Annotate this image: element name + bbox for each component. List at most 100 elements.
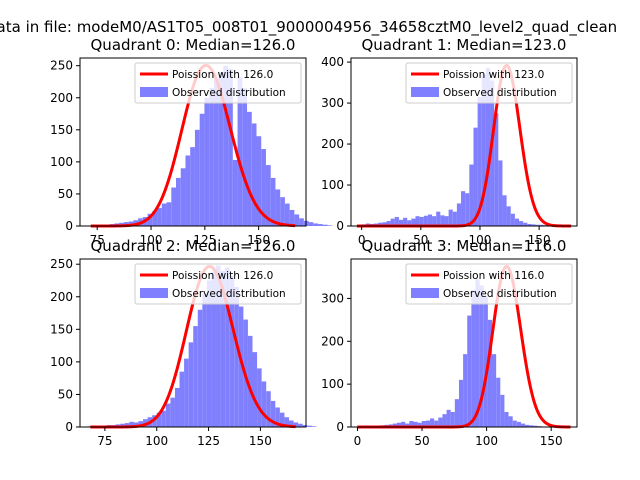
histogram-bar — [413, 421, 418, 427]
legend-hist-swatch — [411, 87, 439, 97]
axes-frame — [350, 57, 578, 227]
histogram-bar — [529, 425, 534, 427]
legend-hist-label: Observed distribution — [443, 87, 557, 99]
y-tick-label: 200 — [321, 137, 344, 151]
legend-hist-swatch — [411, 288, 439, 298]
histogram-bar — [531, 224, 536, 226]
histogram-bar — [506, 206, 511, 226]
histogram-bar — [411, 218, 416, 226]
histogram-bar — [510, 213, 515, 226]
histogram-bar — [313, 223, 319, 226]
histogram-bar — [170, 397, 175, 427]
y-tick-label: 100 — [321, 178, 344, 192]
histogram-bar — [425, 420, 431, 427]
histogram-bar — [415, 216, 420, 226]
histogram-bar — [434, 420, 439, 427]
histogram-bar — [120, 423, 125, 427]
histogram-bar — [311, 426, 317, 427]
quadrant-1-plot: 0 50 100 150 0 100 200 300 400 Quadrant 1: Median… — [321, 36, 578, 247]
histogram-bar — [225, 267, 230, 427]
histogram-bar — [471, 289, 476, 427]
histogram-bar — [247, 111, 252, 226]
legend-box — [405, 62, 573, 104]
histogram-bar — [440, 215, 445, 226]
histogram-bar — [298, 423, 303, 427]
histogram-bar — [211, 272, 217, 427]
histogram-bar — [465, 193, 470, 226]
histogram-bar — [430, 418, 435, 427]
histogram-bar — [156, 412, 162, 427]
histogram-bar — [123, 222, 129, 226]
histogram-bar — [176, 177, 181, 226]
histogram-bar — [261, 149, 266, 226]
histogram-bar — [190, 147, 195, 226]
y-tick-label: 150 — [50, 123, 73, 137]
histogram-bar — [467, 315, 472, 427]
histogram-bar — [438, 417, 443, 427]
x-tick-label: 125 — [193, 233, 216, 247]
x-tick-label: 150 — [528, 233, 551, 247]
histogram-bar — [436, 211, 441, 226]
histogram-bar — [492, 354, 497, 427]
histogram-bar — [223, 65, 229, 226]
x-tick-label: 50 — [414, 434, 429, 448]
x-tick-label: 75 — [90, 233, 105, 247]
histogram-bar — [228, 68, 233, 227]
axes-frame — [79, 258, 307, 428]
histogram-bar — [209, 88, 214, 226]
legend-hist-swatch — [140, 288, 168, 298]
histogram-bar — [494, 113, 499, 226]
legend-fit-label: Poission with 116.0 — [443, 270, 544, 282]
histogram-bar — [256, 136, 262, 226]
y-tick-label: 400 — [321, 55, 344, 69]
y-tick-label: 50 — [58, 387, 73, 401]
histogram-bar — [423, 215, 428, 226]
legend-box — [134, 62, 302, 104]
histogram-bar — [469, 164, 474, 226]
quadrant-3-plot: 0 50 100 150 0 100 200 300 Quadrant 3: Median=11… — [321, 237, 578, 448]
histogram-bar — [475, 279, 480, 427]
histogram-bar — [421, 421, 426, 427]
histogram-bar — [527, 223, 532, 226]
y-tick-label: 300 — [321, 291, 344, 305]
histogram-bar — [327, 225, 333, 226]
y-tick-label: 200 — [50, 290, 73, 304]
histogram-bar — [479, 285, 484, 427]
histogram-bar — [279, 412, 285, 427]
histogram-bar — [237, 77, 243, 227]
axes-frame — [79, 57, 307, 227]
histogram-bar — [275, 407, 280, 427]
axes-frame — [350, 258, 578, 428]
histogram-bar — [193, 326, 198, 427]
histogram-bar — [407, 220, 412, 226]
y-tick-label: 250 — [50, 257, 73, 271]
figure-title-text: Data in file: modeM0/AS1T05_008T01_90000… — [0, 18, 618, 36]
histogram-bar — [396, 422, 402, 427]
y-tick-label: 0 — [336, 219, 344, 233]
histogram-bar — [257, 368, 262, 427]
histogram-bar — [535, 224, 540, 226]
histogram-bar — [152, 211, 158, 226]
histogram-bar — [197, 309, 203, 427]
y-tick-label: 50 — [58, 187, 73, 201]
y-tick-label: 250 — [50, 59, 73, 73]
subplot-title: Quadrant 2: Median=126.0 — [91, 237, 296, 255]
histogram-bar — [446, 409, 451, 427]
histogram-bar — [483, 296, 488, 427]
histogram-bar — [133, 422, 139, 427]
x-tick-label: 100 — [475, 434, 498, 448]
histogram-bar — [280, 197, 285, 226]
histogram-bar — [180, 168, 186, 226]
y-tick-label: 100 — [321, 377, 344, 391]
histogram-bar — [247, 335, 253, 427]
legend-hist-swatch — [140, 87, 168, 97]
x-tick-label: 150 — [249, 434, 272, 448]
histogram-bar — [266, 391, 271, 427]
histogram-bar — [284, 417, 289, 427]
x-tick-label: 125 — [197, 434, 220, 448]
y-tick-label: 200 — [50, 91, 73, 105]
histogram-bar — [216, 265, 221, 427]
histogram-bar — [174, 387, 180, 427]
histogram-bar — [171, 187, 176, 226]
